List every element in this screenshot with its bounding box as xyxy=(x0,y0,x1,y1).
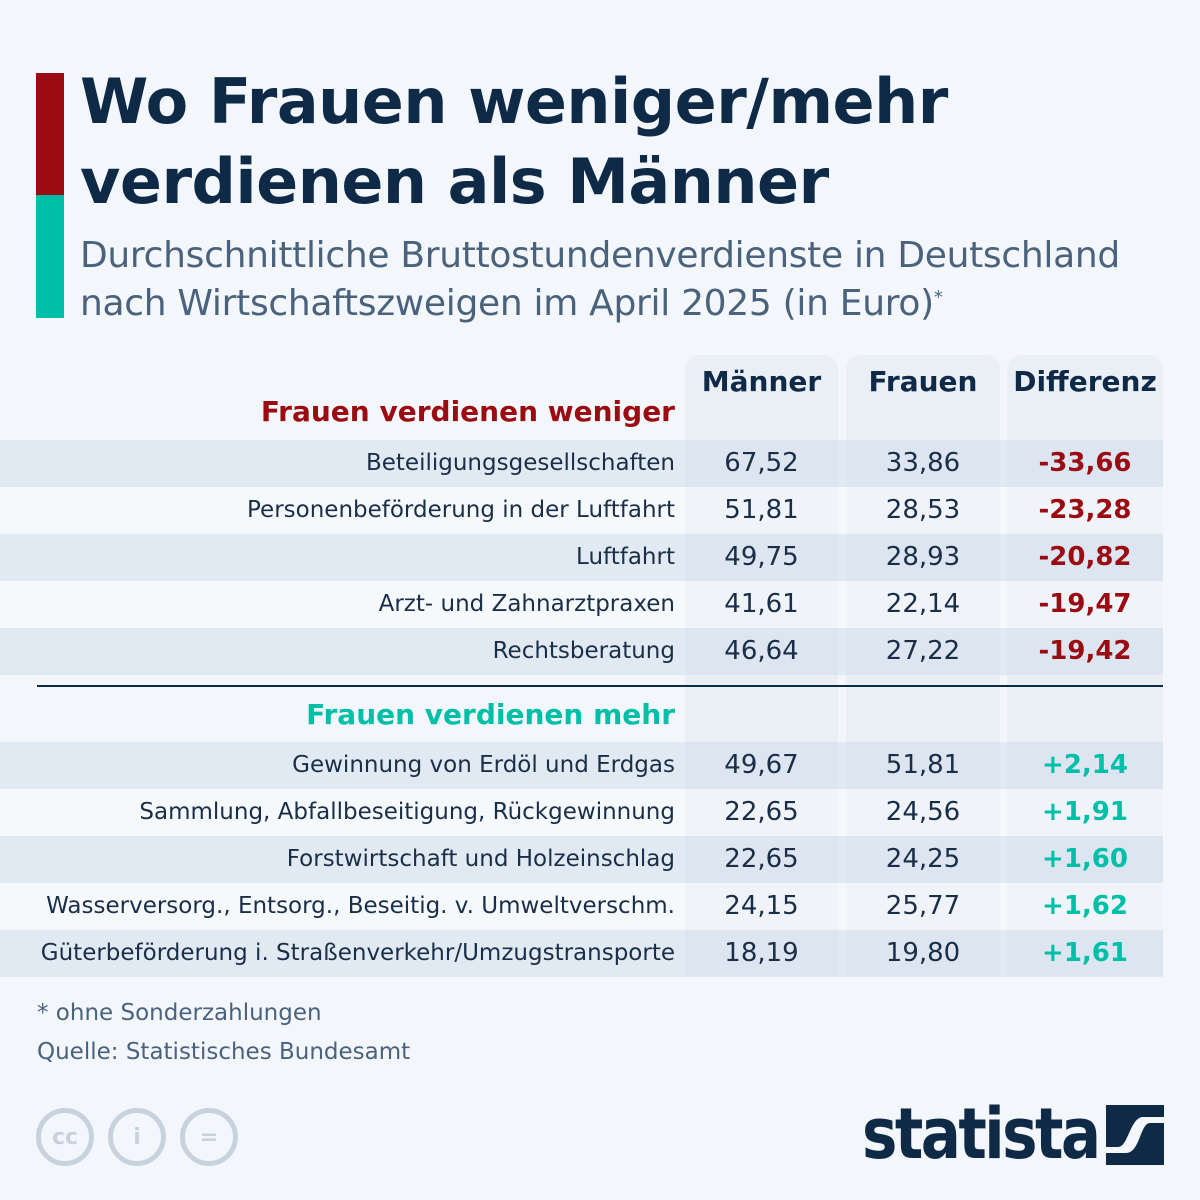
table-row: Wasserversorg., Entsorg., Beseitig. v. U… xyxy=(0,883,1163,930)
maenner-value: 49,75 xyxy=(724,542,799,572)
row-label: Gewinnung von Erdöl und Erdgas xyxy=(292,752,675,778)
table-row: Gewinnung von Erdöl und Erdgas 49,67 51,81… xyxy=(0,742,1163,789)
frauen-value: 25,77 xyxy=(885,891,961,921)
table-row: Forstwirtschaft und Holzeinschlag 22,65 24… xyxy=(0,836,1163,883)
table-row: Arzt- und Zahnarztpraxen 41,61 22,14 -19,47 xyxy=(0,581,1163,628)
row-label: Forstwirtschaft und Holzeinschlag xyxy=(286,846,675,872)
differenz-value: -20,82 xyxy=(1038,542,1132,572)
table-row: Personenbeförderung in der Luftfahrt 51,8… xyxy=(0,487,1163,534)
section-divider xyxy=(37,685,1163,687)
table-row: Rechtsberatung 46,64 27,22 -19,42 xyxy=(0,628,1163,675)
frauen-value: 28,93 xyxy=(885,542,961,572)
column-bg-frauen xyxy=(846,355,1000,976)
subtitle-text: Durchschnittliche Bruttostundenverdienst… xyxy=(80,235,1120,324)
frauen-value: 19,80 xyxy=(885,938,961,968)
title-accent-teal xyxy=(36,195,64,318)
row-label: Güterbeförderung i. Straßenverkehr/Umzug… xyxy=(40,940,675,966)
frauen-value: 51,81 xyxy=(885,750,961,780)
differenz-value: -19,42 xyxy=(1038,636,1132,666)
maenner-value: 22,65 xyxy=(724,844,799,874)
maenner-value: 24,15 xyxy=(724,891,799,921)
row-label: Wasserversorg., Entsorg., Beseitig. v. U… xyxy=(46,893,675,919)
table-row: Beteiligungsgesellschaften 67,52 33,86 -33,… xyxy=(0,440,1163,487)
differenz-value: -33,66 xyxy=(1038,448,1132,478)
section-header-mehr: Frauen verdienen mehr xyxy=(306,698,675,731)
frauen-value: 33,86 xyxy=(885,448,961,478)
row-label: Personenbeförderung in der Luftfahrt xyxy=(247,497,675,523)
differenz-value: +1,62 xyxy=(1042,891,1128,921)
table-row: Güterbeförderung i. Straßenverkehr/Umzug… xyxy=(0,930,1163,977)
maenner-value: 46,64 xyxy=(724,636,799,666)
frauen-value: 24,25 xyxy=(885,844,961,874)
statista-logo-text[interactable]: statista xyxy=(862,1093,1101,1175)
differenz-value: -19,47 xyxy=(1038,589,1132,619)
maenner-value: 49,67 xyxy=(724,750,799,780)
table-row: Luftfahrt 49,75 28,93 -20,82 xyxy=(0,534,1163,581)
differenz-value: -23,28 xyxy=(1038,495,1132,525)
attribution-icon[interactable]: i xyxy=(108,1108,166,1166)
column-header-differenz: Differenz xyxy=(1013,365,1157,398)
column-bg-differenz xyxy=(1007,355,1163,976)
row-label: Luftfahrt xyxy=(576,544,675,570)
column-header-maenner: Männer xyxy=(701,365,822,398)
maenner-value: 41,61 xyxy=(724,589,799,619)
frauen-value: 24,56 xyxy=(885,797,961,827)
section-header-weniger: Frauen verdienen weniger xyxy=(260,395,675,428)
page-title: Wo Frauen weniger/mehr verdienen als Män… xyxy=(80,65,948,218)
row-label: Sammlung, Abfallbeseitigung, Rückgewinnu… xyxy=(139,799,675,825)
frauen-value: 22,14 xyxy=(885,589,961,619)
row-label: Beteiligungsgesellschaften xyxy=(365,450,675,476)
differenz-value: +1,61 xyxy=(1042,938,1128,968)
footnote: * ohne Sonderzahlungen xyxy=(37,1000,322,1026)
differenz-value: +2,14 xyxy=(1042,750,1128,780)
title-accent-red xyxy=(36,73,64,195)
maenner-value: 22,65 xyxy=(724,797,799,827)
maenner-value: 18,19 xyxy=(724,938,799,968)
frauen-value: 27,22 xyxy=(885,636,961,666)
source: Quelle: Statistisches Bundesamt xyxy=(37,1039,411,1065)
maenner-value: 51,81 xyxy=(724,495,799,525)
column-bg-maenner xyxy=(685,355,838,976)
no-derivatives-icon[interactable]: = xyxy=(180,1108,238,1166)
differenz-value: +1,60 xyxy=(1042,844,1128,874)
row-label: Rechtsberatung xyxy=(492,638,675,664)
differenz-value: +1,91 xyxy=(1042,797,1128,827)
maenner-value: 67,52 xyxy=(724,448,799,478)
statista-logo-icon xyxy=(1106,1105,1164,1165)
subtitle: Durchschnittliche Bruttostundenverdienst… xyxy=(80,232,1180,328)
frauen-value: 28,53 xyxy=(885,495,961,525)
subtitle-footnote-marker: * xyxy=(933,287,943,308)
row-label: Arzt- und Zahnarztpraxen xyxy=(378,591,675,617)
column-header-frauen: Frauen xyxy=(868,365,978,398)
table-row: Sammlung, Abfallbeseitigung, Rückgewinnu… xyxy=(0,789,1163,836)
cc-icon[interactable]: cc xyxy=(36,1108,94,1166)
